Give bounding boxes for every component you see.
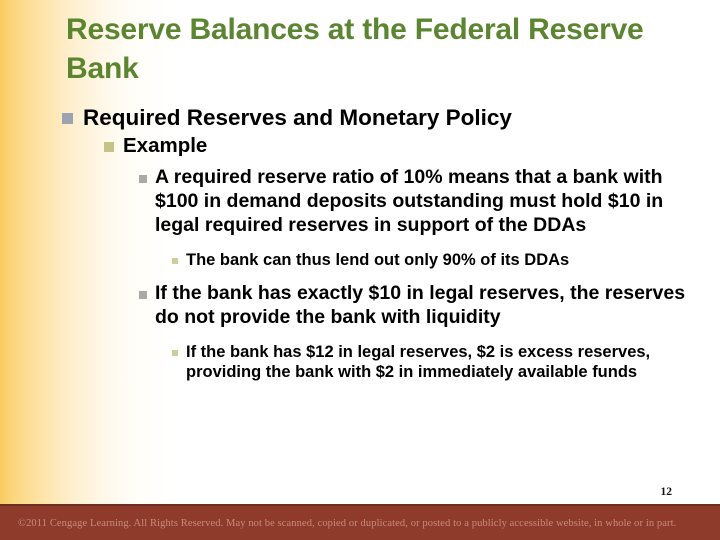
square-bullet-icon xyxy=(139,175,147,184)
title-placeholder: Reserve Balances at the Federal Reserve … xyxy=(66,10,686,88)
bullet-level4-label: The bank can thus lend out only 90% of i… xyxy=(186,250,570,269)
page-title: Reserve Balances at the Federal Reserve … xyxy=(66,13,644,85)
spacer xyxy=(0,159,720,166)
spacer xyxy=(0,332,720,342)
bullet-level3-label: A required reserve ratio of 10% means th… xyxy=(155,166,664,236)
bullet-level1-label: Required Reserves and Monetary Policy xyxy=(83,105,512,130)
page-number: 12 xyxy=(660,486,673,498)
square-bullet-icon xyxy=(62,113,73,124)
spacer xyxy=(0,272,720,282)
copyright-notice: ©2011 Cengage Learning. All Rights Reser… xyxy=(18,518,677,529)
footer-bar: ©2011 Cengage Learning. All Rights Reser… xyxy=(0,504,720,540)
bullet-level3-reserve-ratio: A required reserve ratio of 10% means th… xyxy=(0,166,720,237)
bullet-level2-label: Example xyxy=(123,134,208,158)
bullet-level4-excess-reserves: If the bank has $12 in legal reserves, $… xyxy=(0,342,720,383)
square-bullet-icon xyxy=(172,349,178,356)
bullet-level1-required-reserves: Required Reserves and Monetary Policy xyxy=(0,104,720,131)
bullet-level3-liquidity: If the bank has exactly $10 in legal res… xyxy=(0,282,720,330)
square-bullet-icon xyxy=(139,291,147,300)
bullet-level3-label: If the bank has exactly $10 in legal res… xyxy=(155,282,686,328)
bullet-level4-lend-out-ninety: The bank can thus lend out only 90% of i… xyxy=(0,250,720,270)
bullet-level2-example: Example xyxy=(0,133,720,158)
bullet-level4-label: If the bank has $12 in legal reserves, $… xyxy=(186,342,651,381)
square-bullet-icon xyxy=(172,257,178,264)
spacer xyxy=(0,240,720,250)
content-placeholder: Required Reserves and Monetary Policy Ex… xyxy=(0,104,720,384)
square-bullet-icon xyxy=(104,142,114,153)
